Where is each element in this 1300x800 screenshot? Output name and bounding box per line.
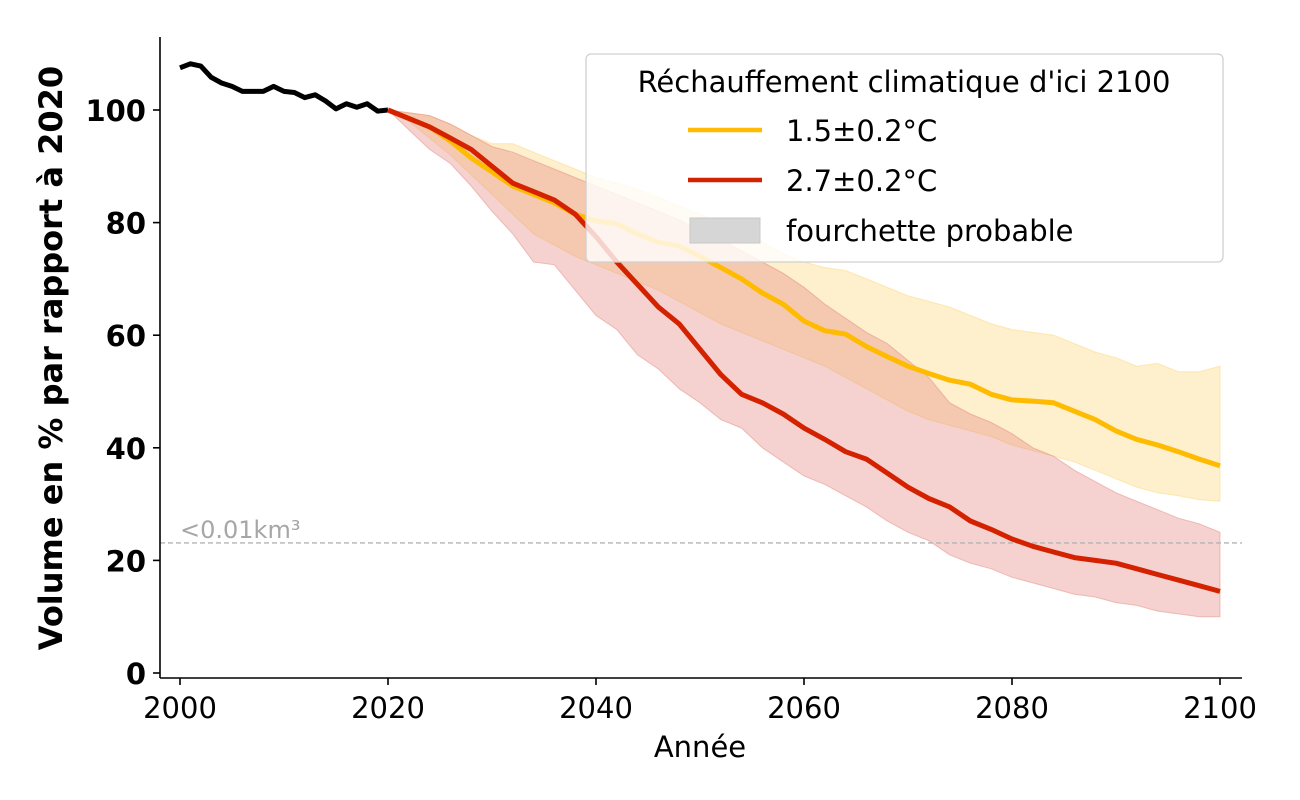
threshold-annotation: <0.01km³ <box>180 516 300 544</box>
series-line-2-7c <box>387 107 1221 594</box>
x-axis-label: Année <box>654 730 746 764</box>
y-tick-label: 100 <box>85 94 146 128</box>
legend-label-1-5c: 1.5±0.2°C <box>786 114 937 148</box>
legend-frame <box>585 53 1224 263</box>
x-tick-label: 2100 <box>1183 691 1257 725</box>
y-tick-label: 20 <box>106 544 146 578</box>
legend: Réchauffement climatique d'ici 2100 1.5±… <box>585 53 1224 263</box>
x-tick-label: 2040 <box>559 691 633 725</box>
legend-label-2-7c: 2.7±0.2°C <box>786 164 937 198</box>
series-lines <box>179 61 1221 594</box>
x-tick-label: 2000 <box>143 691 217 725</box>
historical-line <box>179 61 389 114</box>
x-ticks: 2000 2020 2040 2060 2080 2100 <box>143 678 1257 725</box>
y-tick-label: 40 <box>106 432 146 466</box>
legend-title: Réchauffement climatique d'ici 2100 <box>638 65 1171 99</box>
y-axis-label: Volume en % par rapport à 2020 <box>32 66 70 650</box>
x-tick-label: 2020 <box>351 691 425 725</box>
y-tick-label: 60 <box>106 319 146 353</box>
x-tick-label: 2080 <box>975 691 1049 725</box>
legend-label-likely-range: fourchette probable <box>786 214 1074 248</box>
y-tick-label: 80 <box>106 207 146 241</box>
legend-swatch-likely-range <box>689 217 761 244</box>
x-tick-label: 2060 <box>767 691 841 725</box>
y-ticks: 0 20 40 60 80 100 <box>85 94 160 691</box>
y-tick-label: 0 <box>126 657 146 691</box>
series-line-1-5c <box>387 107 1221 469</box>
